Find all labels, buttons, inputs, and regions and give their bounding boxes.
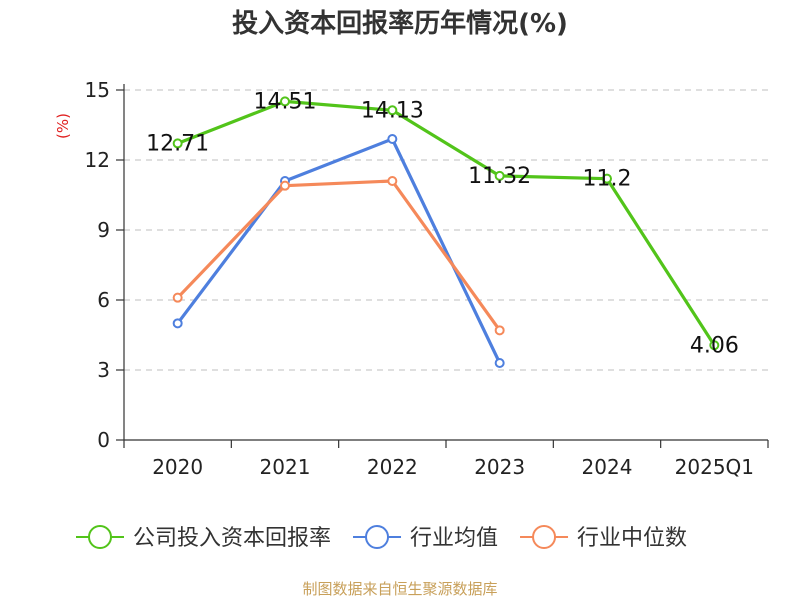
legend-marker bbox=[532, 525, 557, 549]
data-point bbox=[172, 138, 183, 149]
series-line-1 bbox=[177, 99, 716, 347]
y-tick-label: 6 bbox=[97, 288, 110, 312]
legend-item-3[interactable]: 行业中位数 bbox=[520, 525, 687, 551]
source-note: 制图数据来自恒生聚源数据库 bbox=[302, 580, 497, 598]
data-point bbox=[494, 170, 505, 181]
y-axis-label: (%) bbox=[54, 113, 72, 139]
data-point bbox=[709, 340, 720, 351]
legend-marker bbox=[365, 525, 390, 549]
data-label: 14.51 bbox=[254, 89, 317, 114]
legend-label: 行业均值 bbox=[410, 526, 498, 551]
series-line-2 bbox=[176, 137, 502, 364]
data-label: 11.32 bbox=[468, 164, 531, 189]
legend-item-2[interactable]: 行业均值 bbox=[353, 525, 498, 551]
y-tick-label: 12 bbox=[85, 148, 110, 172]
x-tick-label: 2021 bbox=[260, 455, 311, 479]
legend-item-1[interactable]: 公司投入资本回报率 bbox=[76, 525, 331, 551]
data-label: 14.13 bbox=[361, 98, 424, 123]
y-tick-label: 0 bbox=[97, 428, 110, 452]
legend-label: 行业中位数 bbox=[577, 526, 687, 551]
data-point bbox=[494, 358, 505, 368]
x-tick-label: 2024 bbox=[582, 455, 633, 479]
legend[interactable]: 公司投入资本回报率 行业均值 行业中位数 bbox=[76, 525, 687, 551]
data-point bbox=[172, 318, 183, 329]
y-tick-label: 15 bbox=[85, 78, 110, 102]
y-tick-label: 3 bbox=[97, 358, 110, 382]
legend-marker bbox=[88, 525, 112, 549]
x-tick-label: 2025Q1 bbox=[675, 455, 754, 479]
data-labels: 12.71 14.51 14.13 11.32 11.2 4.06 bbox=[146, 89, 739, 358]
data-point bbox=[280, 96, 290, 107]
grid-lines bbox=[124, 89, 768, 371]
data-point bbox=[387, 176, 398, 186]
data-point bbox=[387, 105, 398, 116]
data-label: 12.71 bbox=[146, 131, 209, 156]
legend-label: 公司投入资本回报率 bbox=[133, 526, 331, 551]
x-tick-label: 2022 bbox=[367, 455, 418, 479]
data-point bbox=[602, 173, 612, 184]
data-label: 4.06 bbox=[690, 333, 739, 358]
x-tick-label: 2023 bbox=[474, 455, 525, 479]
data-point bbox=[494, 325, 505, 336]
series-line-3 bbox=[176, 179, 501, 332]
y-tick-label: 9 bbox=[97, 218, 110, 242]
data-point bbox=[280, 180, 290, 191]
axes: 0 3 6 9 12 15 2020 2021 2022 2023 2024 2025Q1 bbox=[85, 78, 769, 479]
x-tick-label: 2020 bbox=[152, 455, 203, 479]
data-point bbox=[387, 134, 398, 144]
data-label: 11.2 bbox=[583, 167, 632, 192]
series-lines bbox=[172, 96, 720, 368]
chart-title: 投入资本回报率历年情况(%) bbox=[232, 8, 568, 39]
data-point bbox=[172, 292, 183, 303]
